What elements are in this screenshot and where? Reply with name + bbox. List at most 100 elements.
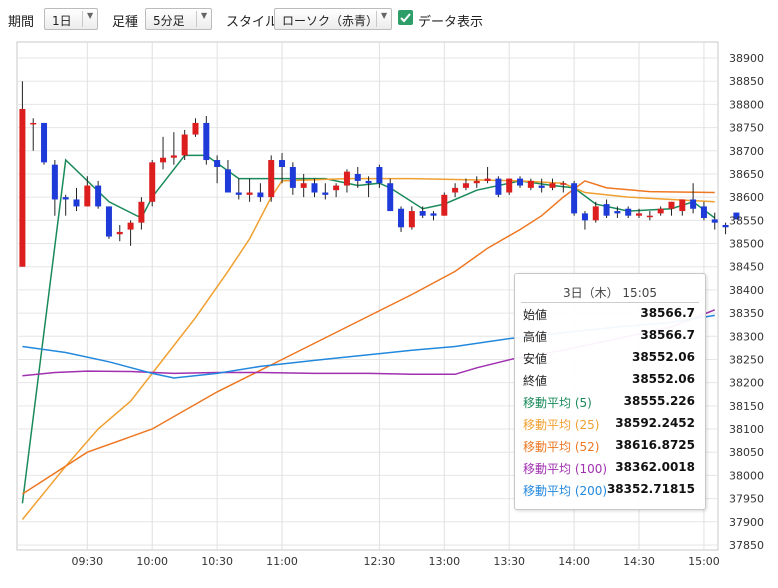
candle: [84, 176, 91, 207]
style-value: ローソク（赤青）: [282, 14, 379, 28]
candle-body: [127, 222, 134, 230]
y-tick-label: 38850: [729, 75, 764, 88]
tooltip-row: 移動平均 (25) 38592.2452: [523, 416, 695, 434]
candle: [495, 176, 502, 198]
candle-body: [354, 173, 361, 181]
candle-body: [300, 183, 307, 188]
y-tick-label: 38700: [729, 145, 764, 158]
toolbar: 期間 1日 ▼ 足種 5分足 ▼ スタイル ローソク（赤青） ▼ データ表示: [0, 0, 778, 38]
candle: [289, 162, 296, 195]
candle: [343, 169, 350, 193]
x-axis: 09:30 10:00 10:30 11:00 12:30 13:00 13:30 14:00…: [71, 555, 719, 568]
x-tick-label: 10:30: [201, 555, 233, 568]
x-tick-label: 13:00: [428, 555, 460, 568]
style-dropdown[interactable]: ローソク（赤青） ▼: [274, 8, 392, 30]
tooltip-row-label: 移動平均 (5): [523, 396, 592, 410]
candle: [192, 118, 199, 137]
candle: [387, 178, 394, 212]
candle-body: [235, 192, 242, 195]
tooltip-row-value: 38362.0018: [615, 460, 695, 474]
candle: [246, 178, 253, 202]
tooltip-row: 移動平均 (52) 38616.8725: [523, 438, 695, 456]
candle-body: [203, 122, 210, 161]
data-display-label: データ表示: [418, 15, 484, 30]
candle-body: [333, 185, 340, 191]
candle: [538, 178, 545, 193]
candle: [711, 212, 718, 230]
tooltip-divider: [521, 302, 699, 303]
candle: [679, 199, 686, 216]
candle-body: [668, 201, 675, 209]
tooltip-row-label: 移動平均 (200): [523, 484, 608, 498]
candle: [354, 166, 361, 188]
candle-body: [160, 157, 167, 163]
period-value: 1日: [52, 14, 72, 28]
y-tick-label: 38900: [729, 52, 764, 65]
tooltip-row: 終値 38552.06: [523, 372, 695, 390]
candle: [636, 208, 643, 219]
tooltip-row-value: 38352.71815: [606, 482, 695, 496]
candle-body: [711, 219, 718, 223]
candle: [235, 178, 242, 200]
x-tick-label: 12:30: [364, 555, 396, 568]
candle-body: [116, 231, 123, 235]
candle: [571, 180, 578, 216]
candle-body: [452, 187, 459, 193]
candle-body: [138, 201, 145, 223]
candle-body: [581, 213, 588, 221]
y-tick-label: 38050: [729, 446, 764, 459]
candle-body: [51, 164, 58, 200]
candle-body: [365, 180, 372, 184]
candle: [73, 187, 80, 212]
candle: [268, 155, 275, 202]
tooltip-row-label: 安値: [523, 352, 548, 366]
candle: [614, 206, 621, 219]
candle-body: [495, 178, 502, 195]
candle-body: [614, 211, 621, 214]
y-tick-label: 37850: [729, 539, 764, 552]
candle-body: [149, 162, 156, 202]
tooltip-row-value: 38616.8725: [615, 438, 695, 452]
candle-body: [571, 183, 578, 214]
y-tick-label: 38400: [729, 284, 764, 297]
candle: [333, 183, 340, 198]
tooltip-row-value: 38592.2452: [615, 416, 695, 430]
tooltip-row-label: 始値: [523, 308, 548, 322]
candle: [19, 81, 26, 267]
tooltip-row-value: 38552.06: [631, 350, 695, 364]
candle: [181, 129, 188, 161]
y-tick-label: 38500: [729, 238, 764, 251]
foot-dropdown[interactable]: 5分足 ▼: [145, 8, 212, 30]
data-display-checkbox[interactable]: [398, 10, 413, 25]
candle: [668, 201, 675, 216]
candle-body: [538, 185, 545, 188]
candle: [311, 178, 318, 198]
tooltip-row-label: 移動平均 (100): [523, 462, 608, 476]
candle-body: [517, 178, 524, 186]
tooltip-row: 安値 38552.06: [523, 350, 695, 368]
tooltip-row-label: 移動平均 (52): [523, 440, 600, 454]
candle-body: [289, 166, 296, 188]
candle: [733, 212, 740, 220]
candle-body: [592, 206, 599, 221]
y-tick-label: 38350: [729, 307, 764, 320]
candle-body: [419, 211, 426, 216]
candle-body: [19, 109, 26, 267]
candle-body: [625, 208, 632, 216]
tooltip-row: 移動平均 (100) 38362.0018: [523, 460, 695, 478]
candle: [506, 178, 513, 195]
x-tick-label: 10:00: [136, 555, 168, 568]
tooltip-title: 3日（木） 15:05: [562, 286, 658, 300]
candle: [592, 201, 599, 223]
x-tick-label: 14:00: [558, 555, 590, 568]
y-tick-label: 38200: [729, 377, 764, 390]
candle-body: [603, 204, 610, 216]
candle: [41, 122, 48, 165]
period-dropdown[interactable]: 1日 ▼: [44, 8, 98, 30]
candle: [603, 199, 610, 219]
candle: [408, 206, 415, 230]
candle: [257, 183, 264, 202]
candle-body: [722, 224, 729, 228]
candle: [95, 180, 102, 209]
candle-body: [560, 183, 567, 185]
